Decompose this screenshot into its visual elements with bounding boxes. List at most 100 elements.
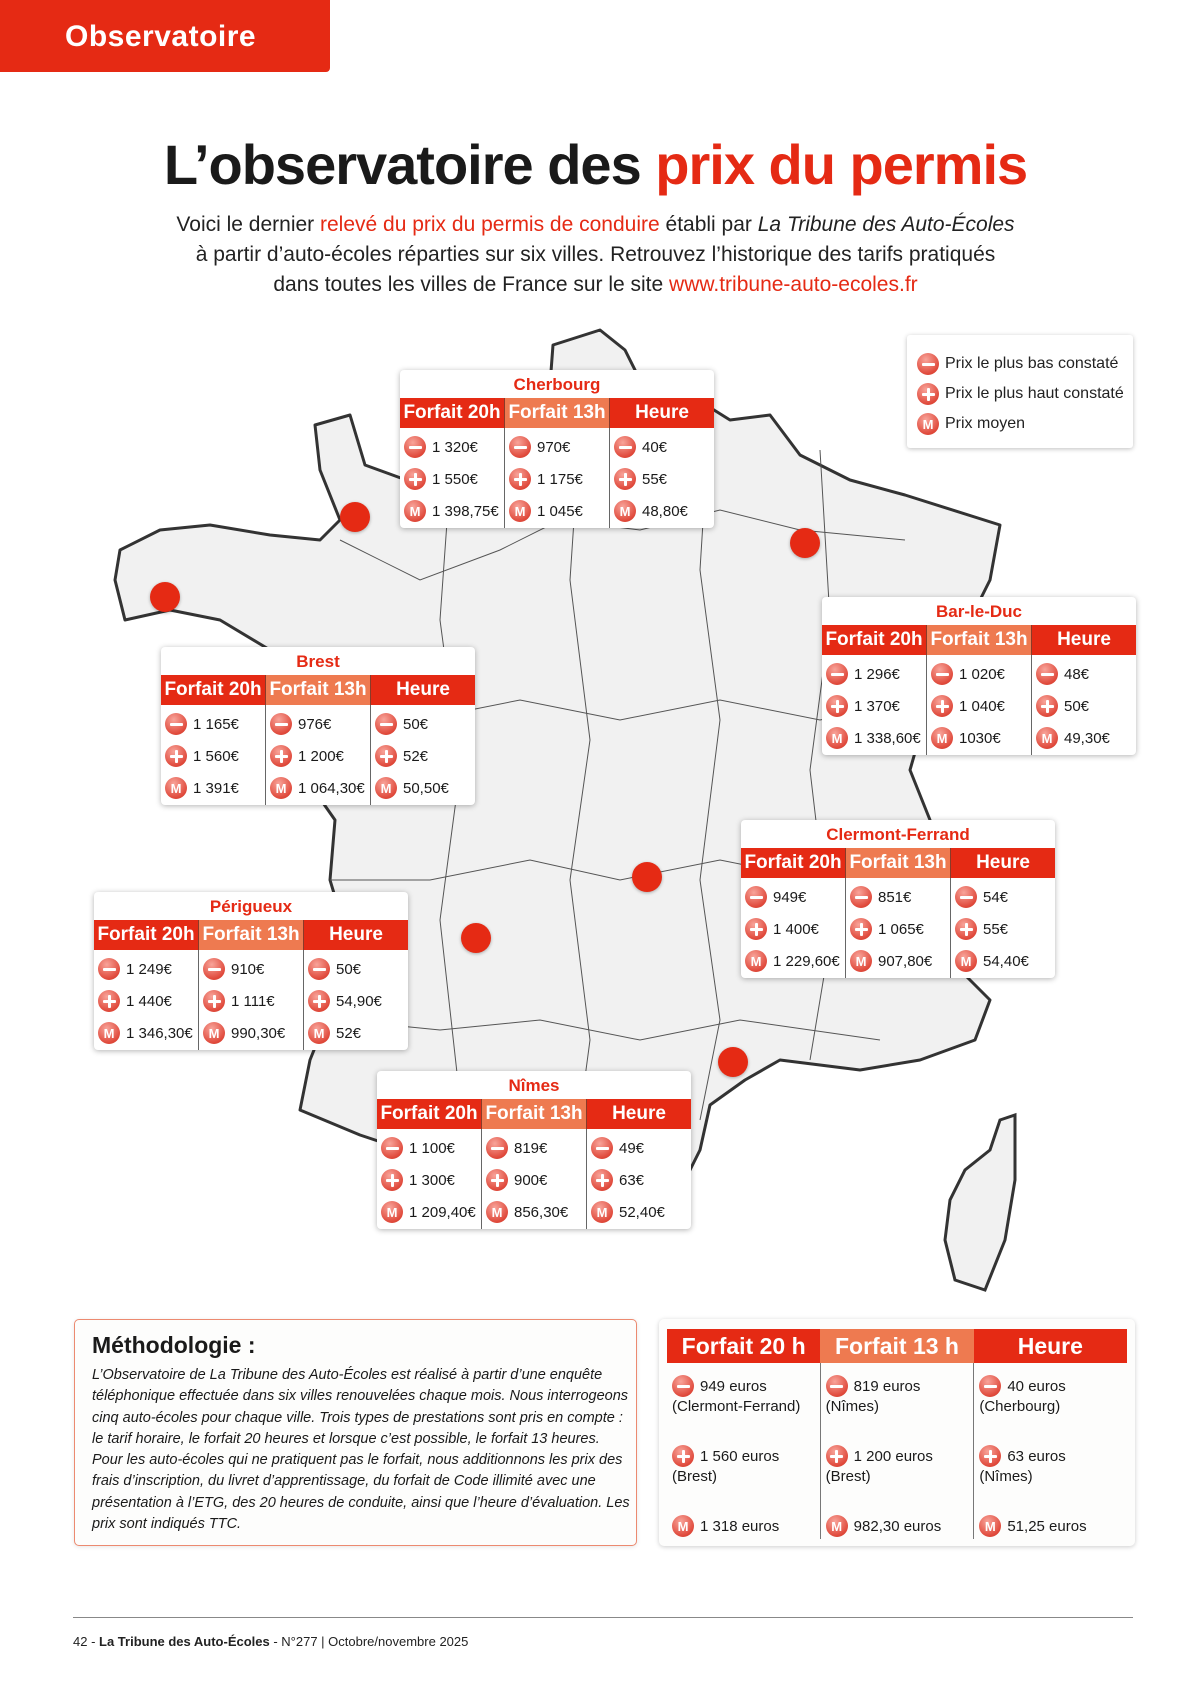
price-column-h: 48€ 50€ M 49,30€ xyxy=(1032,655,1136,755)
price-cell: 949€ xyxy=(745,881,845,913)
map-marker-brest[interactable] xyxy=(150,582,180,612)
price-value: 1 040€ xyxy=(959,697,1005,715)
price-value: 1 200€ xyxy=(298,747,344,765)
price-value: 49€ xyxy=(619,1139,645,1157)
price-value: 1 045€ xyxy=(537,502,583,520)
minus-icon xyxy=(308,958,330,980)
price-cell: M 1 045€ xyxy=(509,495,609,527)
summary-value-line: 819 euros xyxy=(825,1375,974,1397)
minus-icon xyxy=(745,886,767,908)
price-value: 1 209,40€ xyxy=(409,1203,476,1221)
price-value: 1 320€ xyxy=(432,438,478,456)
summary-entry: 1 200 euros (Brest) xyxy=(825,1445,974,1515)
summary-value-line: 40 euros xyxy=(979,1375,1127,1397)
summary-value: 40 euros xyxy=(1007,1377,1066,1395)
price-value: 910€ xyxy=(231,960,265,978)
price-cell: 1 370€ xyxy=(826,690,926,722)
summary-header-f20: Forfait 20 h xyxy=(667,1329,821,1363)
price-cell: M 49,30€ xyxy=(1036,722,1136,754)
price-value: 50€ xyxy=(1064,697,1090,715)
table-header: Forfait 20h Forfait 13h Heure xyxy=(377,1099,691,1129)
minus-icon xyxy=(979,1375,1002,1397)
price-column-f20: 1 165€ 1 560€ M 1 391€ xyxy=(161,705,265,805)
summary-entry: 949 euros (Clermont-Ferrand) xyxy=(672,1375,820,1445)
price-cell: 1 296€ xyxy=(826,658,926,690)
m-icon: M xyxy=(826,727,848,749)
methodology-title: Méthodologie : xyxy=(92,1332,256,1358)
column-header: Forfait 13h xyxy=(198,920,304,950)
price-cell: M 907,80€ xyxy=(850,945,950,977)
minus-icon xyxy=(270,713,292,735)
map-marker-perigueux[interactable] xyxy=(461,923,491,953)
summary-header-heure: Heure xyxy=(973,1329,1127,1363)
summary-entry: 1 560 euros (Brest) xyxy=(672,1445,820,1515)
summary-entry: 40 euros (Cherbourg) xyxy=(979,1375,1127,1445)
map-marker-clermont-ferrand[interactable] xyxy=(632,862,662,892)
summary-value-line: 63 euros xyxy=(979,1445,1127,1467)
price-cell: 1 040€ xyxy=(931,690,1031,722)
m-icon: M xyxy=(979,1515,1002,1537)
plus-icon xyxy=(917,383,939,405)
price-cell: 1 440€ xyxy=(98,985,198,1017)
price-cell: 1 020€ xyxy=(931,658,1031,690)
price-value: 50€ xyxy=(403,715,429,733)
intro-t5: à partir d’auto-écoles réparties sur six… xyxy=(195,243,996,266)
price-value: 851€ xyxy=(878,888,912,906)
website-link[interactable]: www.tribune-auto-ecoles.fr xyxy=(669,273,918,296)
price-column-f20: 1 249€ 1 440€ M 1 346,30€ xyxy=(94,950,198,1050)
price-cell: 1 065€ xyxy=(850,913,950,945)
price-value: 50,50€ xyxy=(403,779,449,797)
legend-avg: M Prix moyen xyxy=(917,409,1133,439)
plus-icon xyxy=(375,745,397,767)
summary-value-line: M 51,25 euros xyxy=(979,1515,1127,1537)
city-price-card: Nîmes Forfait 20h Forfait 13h Heure 1 100€ 1 … xyxy=(377,1071,691,1229)
price-cell: 50€ xyxy=(308,953,408,985)
minus-icon xyxy=(1036,663,1058,685)
summary-value-line: M 982,30 euros xyxy=(825,1515,974,1537)
price-column-f20: 1 296€ 1 370€ M 1 338,60€ xyxy=(822,655,926,755)
price-column-f13: 910€ 1 111€ M 990,30€ xyxy=(198,950,304,1050)
m-icon: M xyxy=(825,1515,848,1537)
price-value: 49,30€ xyxy=(1064,729,1110,747)
price-cell: M 1 229,60€ xyxy=(745,945,845,977)
plus-icon xyxy=(1036,695,1058,717)
summary-value: 1 318 euros xyxy=(700,1517,780,1535)
minus-icon xyxy=(672,1375,694,1397)
summary-entry: 819 euros (Nîmes) xyxy=(825,1375,974,1445)
price-cell: 1 100€ xyxy=(381,1132,481,1164)
price-value: 52€ xyxy=(403,747,429,765)
price-column-f13: 976€ 1 200€ M 1 064,30€ xyxy=(265,705,371,805)
intro-t6: dans toutes les villes de France sur le … xyxy=(273,273,670,296)
price-cell: 50€ xyxy=(375,708,475,740)
price-column-h: 50€ 54,90€ M 52€ xyxy=(304,950,408,1050)
price-cell: M 48,80€ xyxy=(614,495,714,527)
price-cell: M 52€ xyxy=(308,1017,408,1049)
city-name: Cherbourg xyxy=(513,375,601,394)
m-icon: M xyxy=(850,950,872,972)
price-column-f20: 949€ 1 400€ M 1 229,60€ xyxy=(741,878,845,978)
price-column-f13: 970€ 1 175€ M 1 045€ xyxy=(504,428,610,528)
summary-value-line: 1 560 euros xyxy=(672,1445,820,1467)
column-header: Forfait 20h xyxy=(822,625,926,655)
map-marker-nimes[interactable] xyxy=(718,1047,748,1077)
price-value: 52€ xyxy=(336,1024,362,1042)
city-name: Brest xyxy=(296,652,340,671)
price-value: 50€ xyxy=(336,960,362,978)
minus-icon xyxy=(486,1137,508,1159)
column-header: Forfait 20h xyxy=(741,848,845,878)
price-value: 48,80€ xyxy=(642,502,688,520)
price-value: 1 165€ xyxy=(193,715,239,733)
price-value: 1 111€ xyxy=(231,992,275,1010)
price-cell: 40€ xyxy=(614,431,714,463)
plus-icon xyxy=(614,468,636,490)
map-marker-cherbourg[interactable] xyxy=(340,502,370,532)
column-header: Heure xyxy=(1032,625,1136,655)
column-header: Forfait 20h xyxy=(400,398,504,428)
map-marker-bar-le-duc[interactable] xyxy=(790,528,820,558)
footer-publication: La Tribune des Auto-Écoles xyxy=(99,1634,270,1649)
price-cell: M 52,40€ xyxy=(591,1196,691,1228)
price-column-h: 54€ 55€ M 54,40€ xyxy=(951,878,1055,978)
price-value: 1 300€ xyxy=(409,1171,455,1189)
summary-city: (Cherbourg) xyxy=(979,1398,1061,1415)
m-icon: M xyxy=(375,777,397,799)
